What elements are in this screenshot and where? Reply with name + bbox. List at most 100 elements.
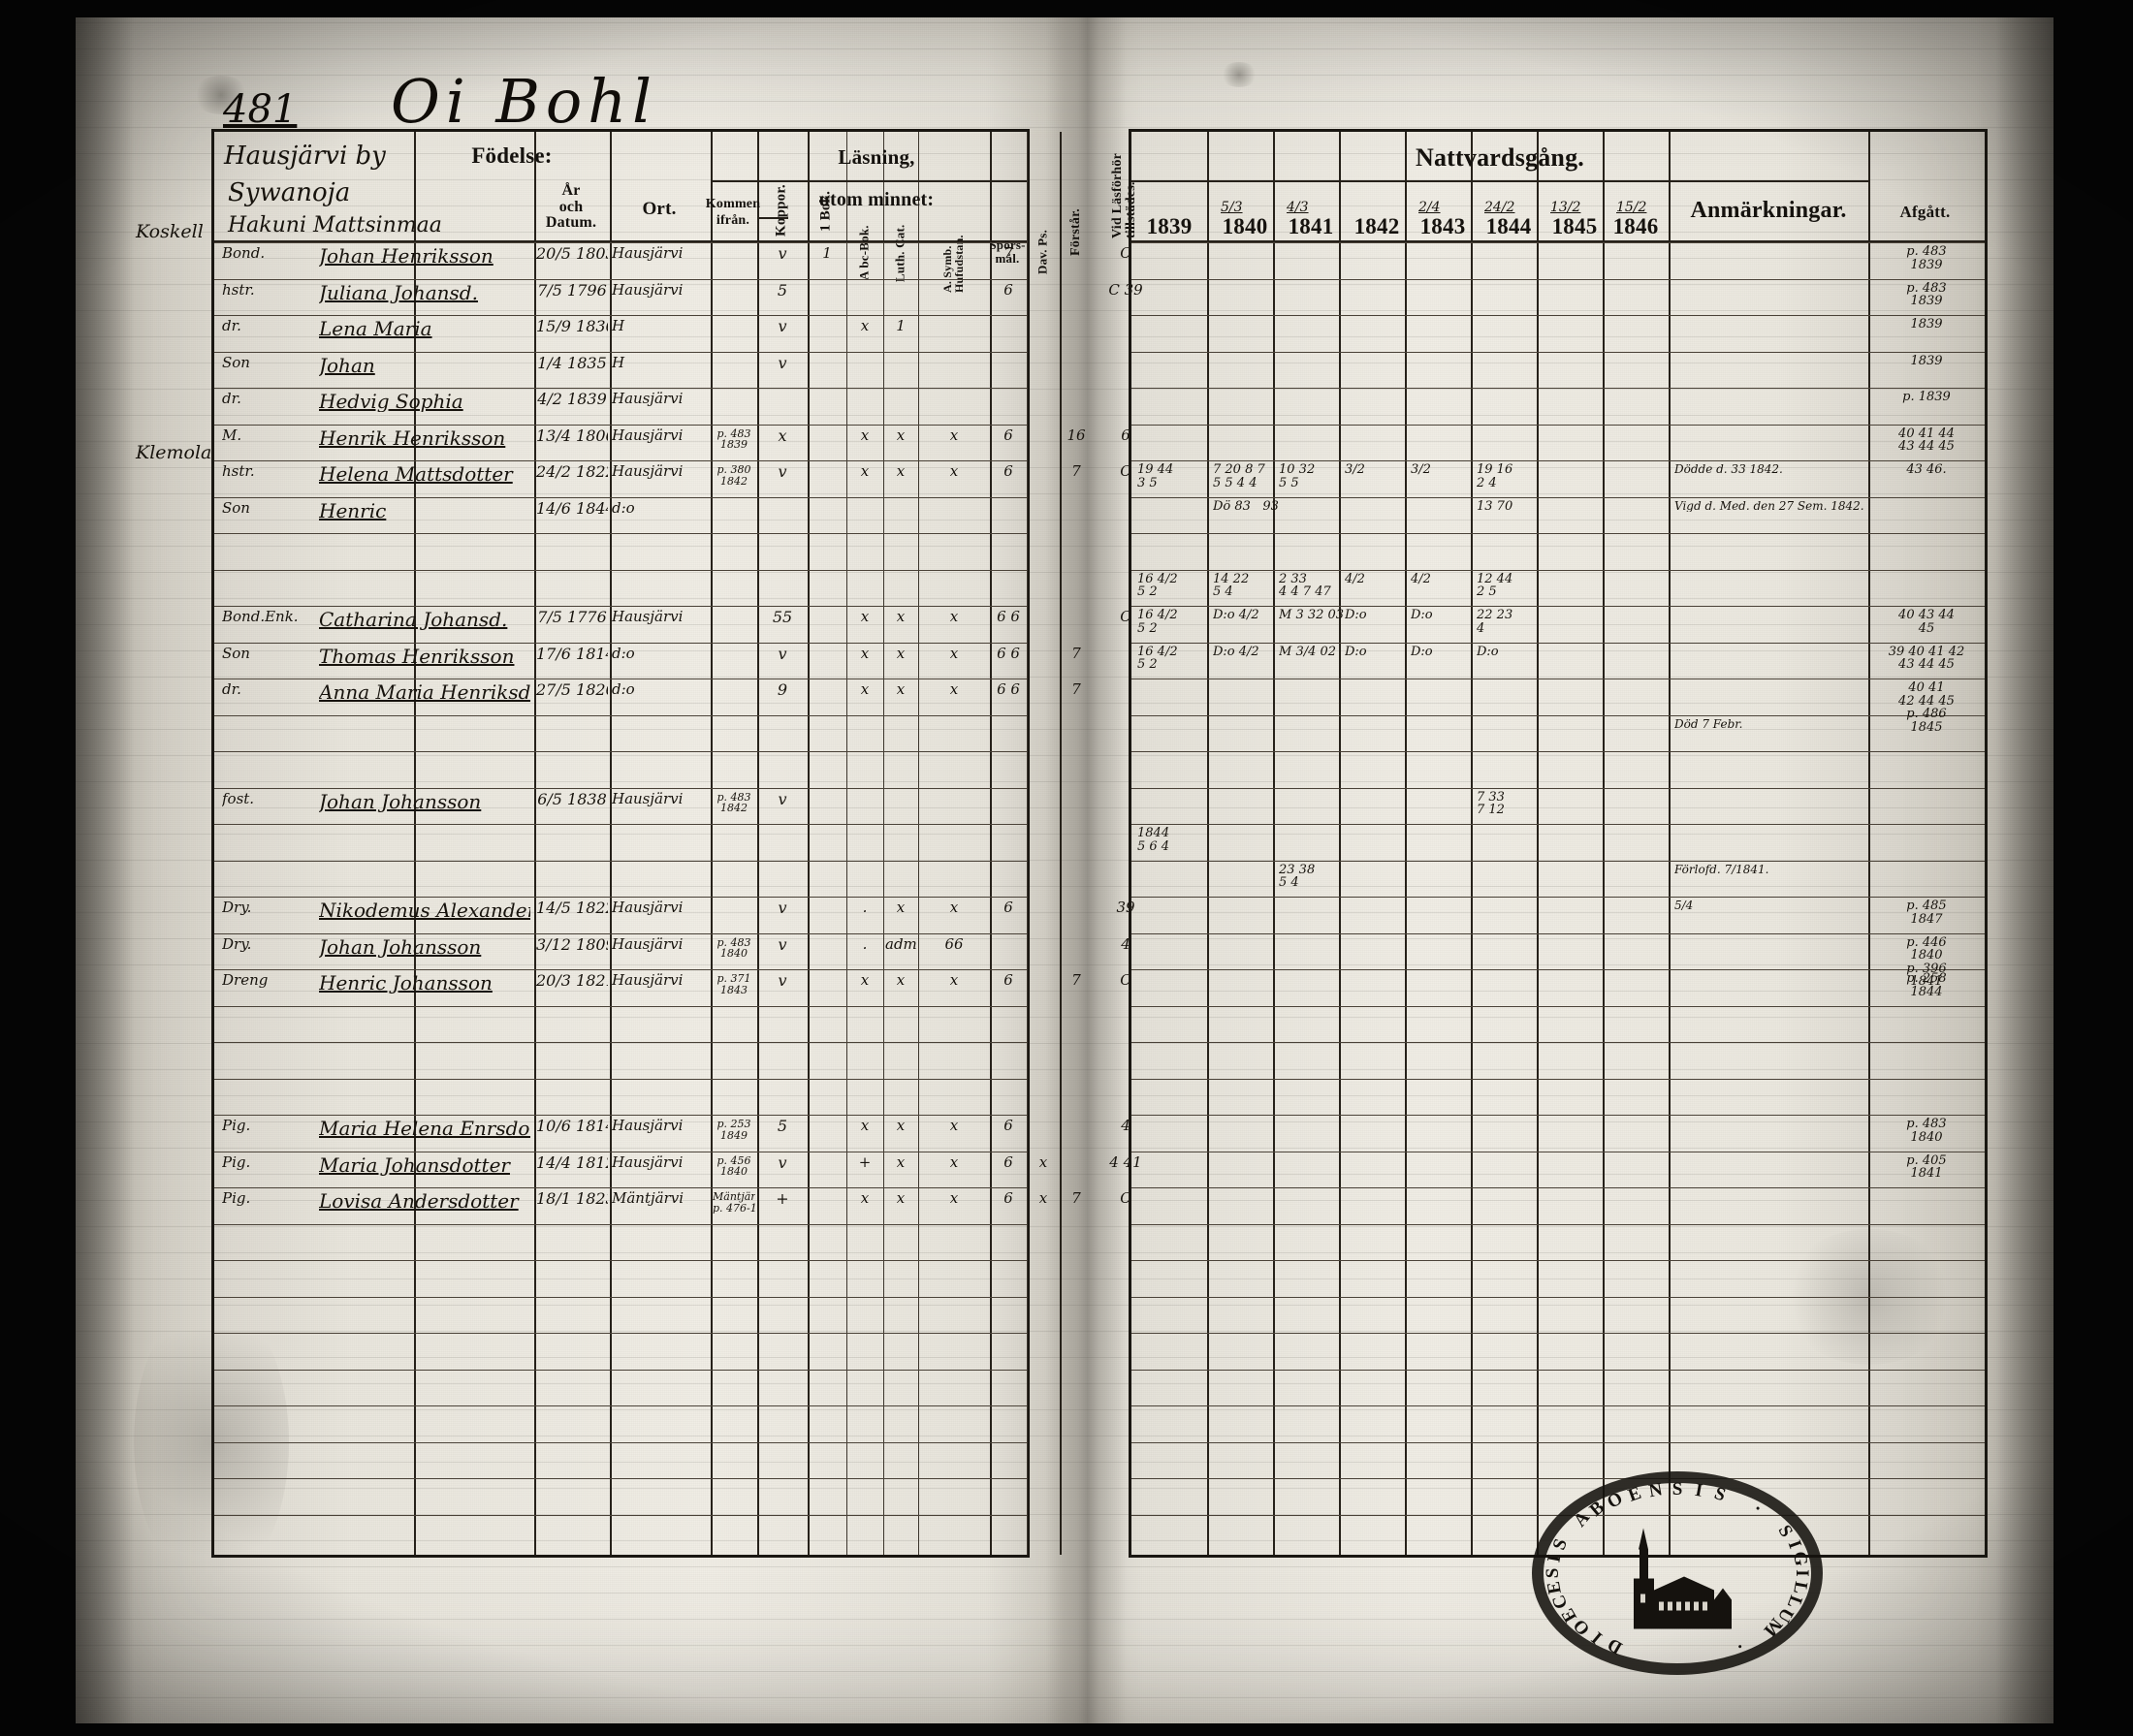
row-separator xyxy=(214,496,1027,498)
header-a-bc-bok: A bc-Bok. xyxy=(856,225,872,281)
cell-abc: x xyxy=(860,610,870,625)
cell-koppor: v xyxy=(778,791,787,808)
cell-place: Hausjärvi xyxy=(612,246,684,262)
row-separator xyxy=(214,787,1027,789)
seal-char: S xyxy=(1711,1483,1729,1506)
cell-name: Johan Johansson xyxy=(319,936,482,958)
cell-forstar: 16 xyxy=(1066,427,1086,444)
cell-from: p. 380 1842 xyxy=(716,464,751,488)
cell-place: Hausjärvi xyxy=(612,427,684,444)
cell-luth: x xyxy=(896,427,906,444)
cell-dav: x xyxy=(1038,1191,1048,1207)
col-sep-ar xyxy=(534,132,536,1555)
row-separator xyxy=(1131,1478,1985,1479)
row-separator xyxy=(1131,1078,1985,1080)
row-separator xyxy=(1131,606,1985,607)
cell-vid: C xyxy=(1120,610,1131,625)
header-koppor: Koppor. xyxy=(773,184,789,237)
seal-char: E xyxy=(1625,1482,1644,1506)
cell-abc: x xyxy=(860,319,870,334)
cell-afgatt: p. 405 1841 xyxy=(1906,1153,1947,1181)
col-sep-davps xyxy=(1027,132,1028,1555)
row-separator xyxy=(1131,1405,1985,1406)
cell-afgatt: 43 46. xyxy=(1906,463,1947,477)
communion-mark: 19 16 2 4 xyxy=(1477,463,1513,490)
col-sep-year-1839 xyxy=(1207,132,1209,1555)
cell-abc: x xyxy=(860,973,870,989)
seal-char: N xyxy=(1647,1479,1665,1502)
cell-rel: Dry. xyxy=(222,900,252,916)
row-separator xyxy=(214,1405,1027,1406)
col-sep-bok xyxy=(808,132,810,1555)
cell-spors: 6 xyxy=(1003,1154,1013,1171)
year-header-label: 1846 xyxy=(1612,213,1659,238)
hdr-bottom-right xyxy=(1131,240,1985,242)
row-separator xyxy=(214,1369,1027,1371)
year-header-1842: 1842 xyxy=(1339,186,1415,238)
communion-mark: 16 4/2 5 2 xyxy=(1137,609,1178,636)
cell-koppor: v xyxy=(778,464,787,481)
row-separator xyxy=(214,824,1027,825)
cell-place: d:o xyxy=(612,646,635,662)
cell-from: p. 483 1840 xyxy=(716,936,751,960)
seal-char: S xyxy=(1773,1521,1798,1541)
cell-name: Henric Johansson xyxy=(319,973,493,994)
cell-vid: C xyxy=(1120,1191,1131,1207)
cell-luth: x xyxy=(896,973,906,989)
cell-symb: x xyxy=(949,464,959,480)
header-lasning: Läsning, xyxy=(838,144,915,169)
cell-afgatt: p. 483 1839 xyxy=(1906,281,1947,308)
cell-forstar: 7 xyxy=(1071,464,1081,480)
cell-rel: Pig. xyxy=(222,1154,251,1171)
communion-mark: D:o 4/2 xyxy=(1213,645,1259,659)
header-ar-och-datum: År och Datum. xyxy=(534,176,608,238)
row-separator xyxy=(214,969,1027,970)
col-sep-abcbok xyxy=(846,132,847,1555)
row-separator xyxy=(214,533,1027,534)
cell-afgatt: p. 446 1840 p. 396 1841 xyxy=(1906,935,1947,990)
page-edge-shadow-right xyxy=(1995,17,2053,1723)
cell-koppor: v xyxy=(778,355,787,372)
col-sep-kommen xyxy=(711,132,713,1555)
cell-from: p. 253 1849 xyxy=(716,1119,751,1142)
cell-afgatt: p. 483 1839 xyxy=(1906,245,1947,272)
hdr-line-lasning xyxy=(711,180,1027,182)
row-separator xyxy=(1131,1333,1985,1334)
cell-place: H xyxy=(612,319,625,334)
communion-mark: 23 38 5 4 xyxy=(1279,863,1316,890)
row-separator xyxy=(1131,278,1985,280)
village-heading-line-1: Hausjärvi by xyxy=(224,142,386,171)
col-sep-year-1840 xyxy=(1273,132,1275,1555)
row-separator xyxy=(214,1478,1027,1479)
row-separator xyxy=(214,1115,1027,1116)
cell-birth: 14/6 1844 xyxy=(536,500,608,518)
cell-name: Henrik Henriksson xyxy=(319,427,506,449)
margin-note-klemola: Klemola xyxy=(136,442,212,463)
cell-vid: 4 41 xyxy=(1109,1154,1142,1171)
cell-name: Thomas Henriksson xyxy=(319,646,515,667)
communion-mark: D:o xyxy=(1477,645,1499,659)
row-separator xyxy=(1131,388,1985,389)
cell-koppor: v xyxy=(778,936,787,954)
seal-char: I xyxy=(1693,1479,1704,1501)
cell-vid: C xyxy=(1120,464,1131,480)
communion-mark: Död 7 Febr. xyxy=(1674,717,1743,731)
page-edge-shadow-left xyxy=(76,17,134,1723)
cell-afgatt: p. 483 1840 xyxy=(1906,1118,1947,1145)
cell-rel: dr. xyxy=(222,319,241,334)
cell-rel: Pig. xyxy=(222,1191,251,1207)
cell-abc: . xyxy=(862,936,868,953)
cell-birth: 1/4 1835 xyxy=(537,355,607,372)
col-sep-sporsmal xyxy=(990,132,992,1555)
row-separator xyxy=(214,606,1027,607)
row-separator xyxy=(1131,787,1985,789)
cell-afgatt: 40 43 44 45 xyxy=(1898,609,1955,636)
header-a-symb-hufudstan: A. Symb. Hufudstan. xyxy=(940,235,966,293)
seal-char: S xyxy=(1548,1535,1572,1553)
row-separator xyxy=(1131,569,1985,571)
cell-forstar: 7 xyxy=(1071,1191,1081,1207)
cell-symb: x xyxy=(949,610,959,625)
col-sep-koppor xyxy=(757,132,759,1555)
cell-afgatt: p. 258 1844 xyxy=(1906,972,1947,999)
row-separator xyxy=(1131,1369,1985,1371)
